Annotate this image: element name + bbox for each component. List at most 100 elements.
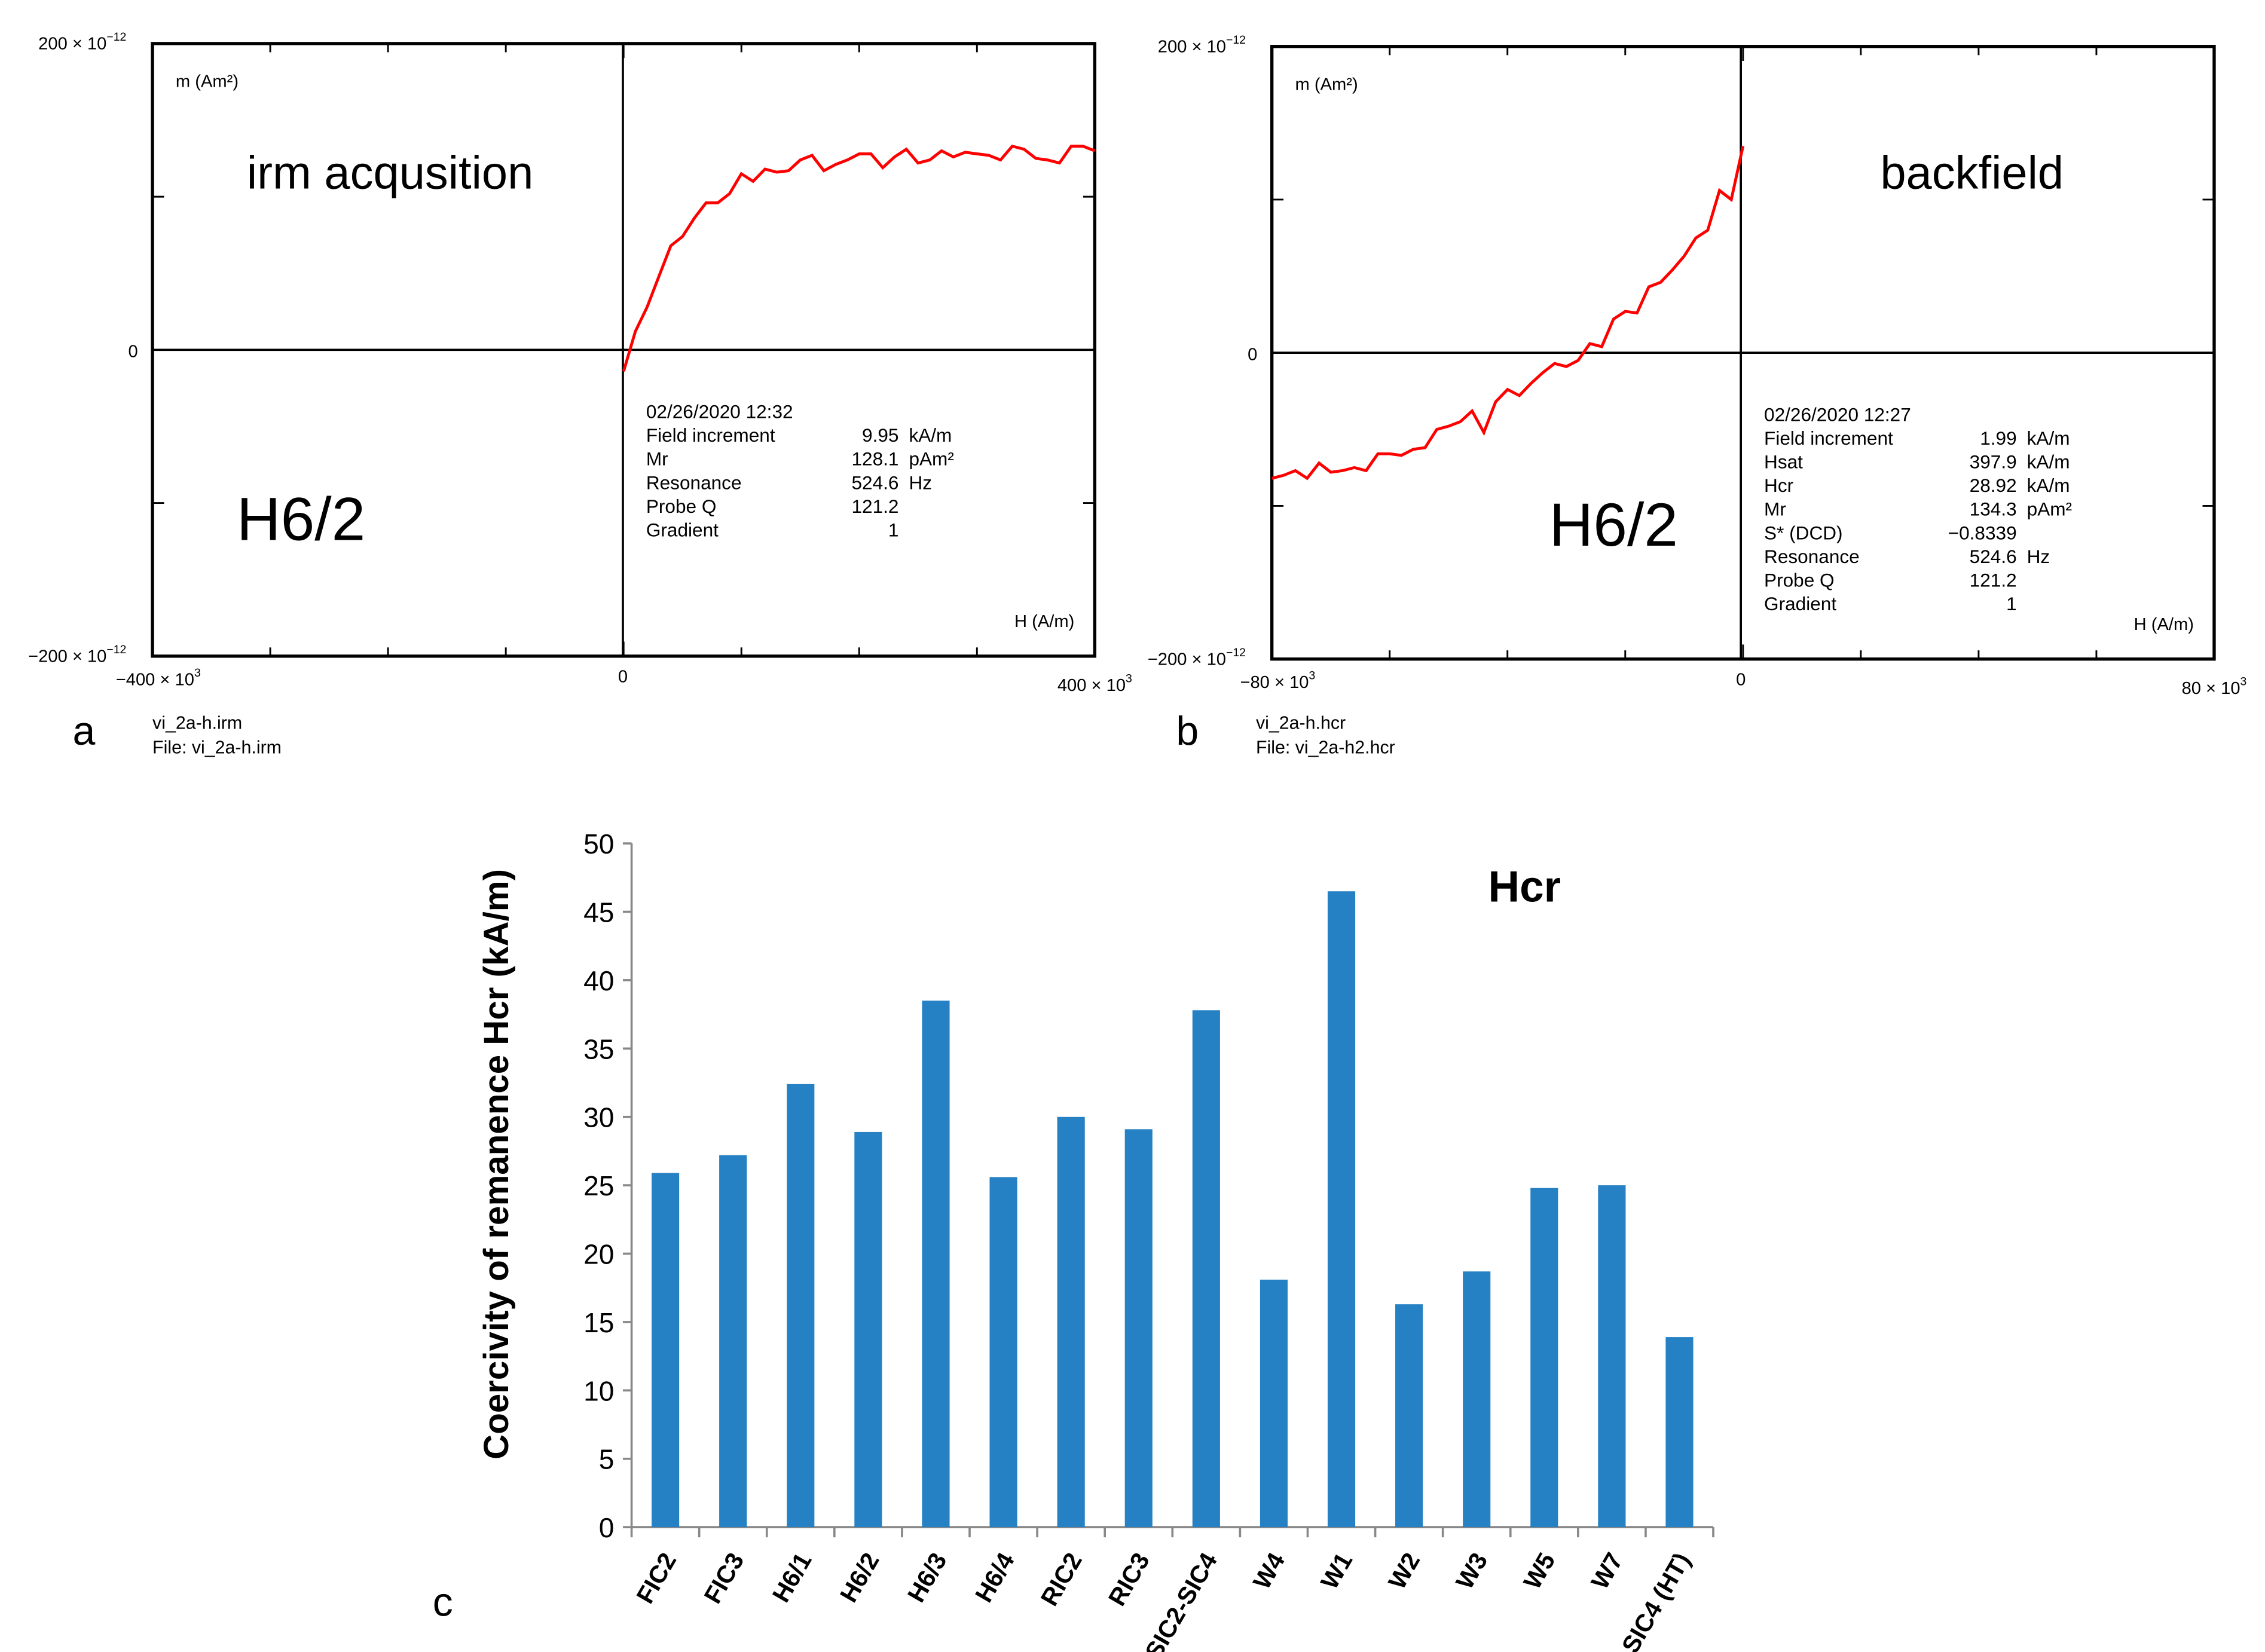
x-tick-label-right-exponent: 3 bbox=[1126, 672, 1132, 686]
panel-letter: c bbox=[433, 1579, 453, 1625]
y-tick-label: 40 bbox=[583, 965, 614, 996]
panel-letter: b bbox=[1176, 708, 1199, 754]
x-tick-label-left-exponent: 3 bbox=[1309, 669, 1315, 683]
y-tick-label: 20 bbox=[583, 1239, 614, 1270]
x-axis-label: H (A/m) bbox=[1014, 612, 1074, 631]
bar-w5 bbox=[1530, 1188, 1558, 1528]
panel-b: 0 0 m (Am²) H (A/m) backfield H6/2 02/26/2020 … bbox=[1176, 45, 2216, 758]
y-tick-label-top-exponent: −12 bbox=[106, 30, 126, 44]
x-tick-label-right-base: 80 × 10 bbox=[2182, 679, 2240, 698]
info-label: Mr bbox=[1764, 498, 1786, 520]
x-tick-label: FIC2 bbox=[631, 1548, 682, 1608]
info-datetime: 02/26/2020 12:27 bbox=[1764, 403, 1911, 425]
info-label: Resonance bbox=[1764, 546, 1860, 567]
info-unit: kA/m bbox=[2027, 427, 2070, 449]
info-value: 397.9 bbox=[1970, 451, 2017, 473]
info-unit: Hz bbox=[2027, 546, 2050, 567]
y-tick-label: 25 bbox=[583, 1170, 614, 1201]
info-unit: kA/m bbox=[909, 424, 952, 446]
y-tick-label-zero: 0 bbox=[129, 342, 138, 361]
x-tick-label: H6/2 bbox=[835, 1548, 884, 1607]
x-tick-label-right-base: 400 × 10 bbox=[1057, 676, 1126, 695]
info-label: Probe Q bbox=[646, 495, 717, 517]
info-unit: kA/m bbox=[2027, 451, 2070, 473]
info-label: Hcr bbox=[1764, 475, 1793, 496]
x-tick-label-zero: 0 bbox=[618, 668, 628, 687]
y-tick-label-top-base: 200 × 10 bbox=[38, 35, 106, 54]
panel-c: 0 5 10 15 20 25 30 35 40 45 50 FIC2 FIC3 H6/1 H6/2 H6/3… bbox=[433, 828, 1714, 1652]
panel-title: irm acqusition bbox=[247, 148, 533, 199]
info-value: 9.95 bbox=[862, 424, 898, 446]
bar-sic2-sic4 bbox=[1192, 1010, 1220, 1528]
info-value: 1.99 bbox=[1980, 427, 2016, 449]
info-label: Gradient bbox=[646, 519, 719, 540]
x-axis-label: H (A/m) bbox=[2134, 615, 2194, 634]
file-name: vi_2a-h.irm bbox=[152, 713, 242, 733]
info-value: 121.2 bbox=[1970, 569, 2017, 591]
bar-ric2 bbox=[1057, 1116, 1085, 1528]
x-tick-label: RIC2 bbox=[1035, 1548, 1087, 1610]
bar-h6-3 bbox=[922, 1001, 950, 1528]
info-value: 1 bbox=[888, 519, 899, 540]
info-label: S* (DCD) bbox=[1764, 522, 1843, 543]
x-tick-label-right: 400 × 103 bbox=[1057, 672, 1132, 696]
bar-w1 bbox=[1327, 891, 1356, 1528]
info-label: Mr bbox=[646, 448, 668, 470]
sample-label: H6/2 bbox=[1549, 491, 1678, 559]
x-tick-label: W1 bbox=[1315, 1548, 1358, 1594]
y-tick-label-bottom-exponent: −12 bbox=[1226, 646, 1246, 659]
y-tick-label: 35 bbox=[583, 1033, 614, 1064]
y-tick-label: 45 bbox=[583, 897, 614, 928]
info-label: Field increment bbox=[1764, 427, 1893, 449]
y-tick-label-bottom-base: −200 × 10 bbox=[1148, 650, 1226, 669]
chart-title: Hcr bbox=[1488, 862, 1561, 911]
x-tick-label: H6/1 bbox=[767, 1548, 817, 1607]
x-tick-label-left: −80 × 103 bbox=[1240, 669, 1315, 693]
magnetization-curve bbox=[622, 144, 1096, 372]
y-axis-label: m (Am²) bbox=[1295, 75, 1358, 94]
bar-h6-1 bbox=[787, 1084, 815, 1528]
bar-h6-2 bbox=[854, 1131, 882, 1528]
bar-w3 bbox=[1463, 1271, 1491, 1528]
y-tick-label-bottom: −200 × 10−12 bbox=[1148, 646, 1246, 669]
x-tick-label-zero: 0 bbox=[1736, 670, 1746, 689]
y-tick-label-top: 200 × 10−12 bbox=[38, 30, 126, 54]
info-label: Field increment bbox=[646, 424, 775, 446]
x-tick-label-right: 80 × 103 bbox=[2182, 675, 2247, 698]
file-path: File: vi_2a-h2.hcr bbox=[1256, 738, 1395, 758]
bar-h6-4 bbox=[989, 1177, 1017, 1528]
bar-sic2-sic4-ht- bbox=[1665, 1337, 1694, 1528]
info-value: 1 bbox=[2006, 593, 2017, 614]
y-tick-label-top: 200 × 10−12 bbox=[1158, 33, 1246, 57]
info-value: −0.8339 bbox=[1948, 522, 2017, 543]
bar-w4 bbox=[1260, 1280, 1288, 1528]
info-label: Gradient bbox=[1764, 593, 1836, 614]
y-tick-label: 30 bbox=[583, 1102, 614, 1133]
info-unit: Hz bbox=[909, 472, 932, 493]
y-axis-label: Coercivity of remanence Hcr (kA/m) bbox=[477, 869, 516, 1460]
file-name: vi_2a-h.hcr bbox=[1256, 713, 1346, 733]
x-tick-label: W3 bbox=[1451, 1548, 1493, 1594]
y-tick-label-bottom-exponent: −12 bbox=[106, 643, 126, 656]
x-tick-label: W5 bbox=[1518, 1548, 1561, 1594]
y-axis-label: m (Am²) bbox=[176, 72, 239, 91]
y-tick-label: 5 bbox=[599, 1444, 615, 1475]
x-tick-label-left-base: −80 × 10 bbox=[1240, 673, 1309, 692]
info-unit: pAm² bbox=[909, 448, 953, 470]
x-tick-label: H6/4 bbox=[970, 1548, 1019, 1607]
info-unit: kA/m bbox=[2027, 475, 2070, 496]
y-tick-label-top-base: 200 × 10 bbox=[1158, 37, 1226, 56]
info-value: 524.6 bbox=[851, 472, 898, 493]
bar-w7 bbox=[1598, 1185, 1626, 1528]
x-tick-label: W2 bbox=[1383, 1548, 1426, 1594]
info-unit: pAm² bbox=[2027, 498, 2072, 520]
y-tick-label: 50 bbox=[583, 828, 614, 859]
x-tick-label: FIC3 bbox=[699, 1548, 750, 1608]
file-path: File: vi_2a-h.irm bbox=[152, 738, 282, 758]
x-tick-label-left: −400 × 103 bbox=[116, 666, 201, 690]
y-tick-label-top-exponent: −12 bbox=[1226, 33, 1246, 47]
info-value: 134.3 bbox=[1970, 498, 2017, 520]
panel-a: 0 0 m (Am²) H (A/m) irm acqusition H6/2 02/26/… bbox=[72, 42, 1097, 758]
info-label: Resonance bbox=[646, 472, 742, 493]
